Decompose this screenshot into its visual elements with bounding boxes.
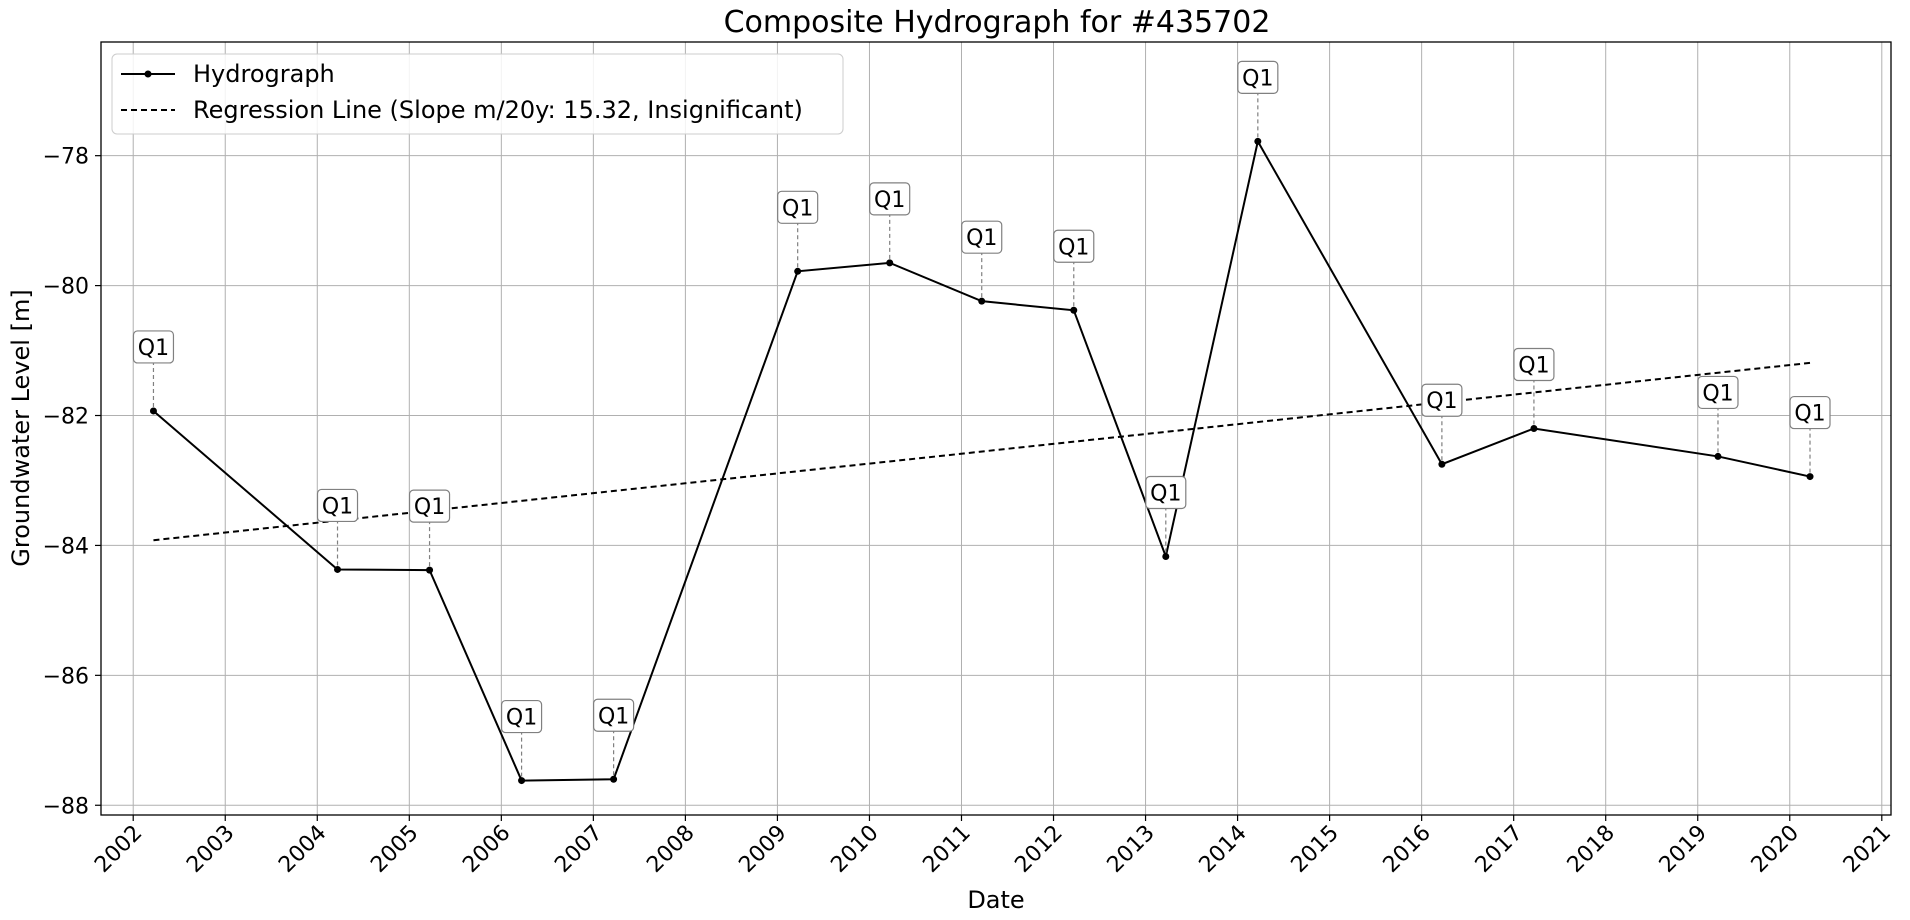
- annotation-box: [1697, 375, 1739, 410]
- annotation-label: Q1: [1426, 389, 1457, 414]
- hydrograph-point: [1254, 137, 1262, 145]
- annotation-box: [869, 182, 911, 216]
- hydrograph-point: [1438, 460, 1446, 468]
- regression-line-layer: [153, 361, 1811, 542]
- y-tick-label: −86: [43, 664, 89, 689]
- x-tick-label: 2002: [90, 821, 147, 878]
- legend-regression-label: Regression Line (Slope m/20y: 15.32, Ins…: [193, 96, 803, 124]
- y-tick-label: −82: [43, 405, 89, 430]
- x-tick-label: 2007: [550, 821, 607, 878]
- y-tick-label: −78: [43, 145, 89, 170]
- annotation-label: Q1: [1150, 481, 1181, 506]
- hydrograph-point: [149, 407, 157, 415]
- annotation-box: [593, 698, 635, 732]
- hydrograph-point: [518, 777, 526, 785]
- annotation-box: [1053, 229, 1095, 263]
- x-tick-label: 2021: [1839, 821, 1896, 878]
- annotation-box: [1513, 347, 1555, 382]
- hydrograph-point: [610, 775, 618, 783]
- grid: [101, 42, 1891, 815]
- x-tick-label: 2005: [366, 821, 423, 878]
- hydrograph-point: [978, 297, 986, 305]
- y-tick-label: −88: [43, 794, 89, 819]
- hydrograph-point: [1806, 473, 1814, 481]
- x-tick-label: 2012: [1010, 821, 1067, 878]
- annotation-label: Q1: [598, 704, 629, 729]
- annotation-box: [777, 190, 819, 224]
- annotation-box: [1421, 383, 1463, 417]
- x-tick-label: 2019: [1655, 821, 1712, 878]
- annotation-box: [132, 330, 175, 364]
- hydrograph-point: [1162, 552, 1170, 560]
- y-axis-ticks: −88 −86 −84 −82 −80 −78: [43, 145, 101, 819]
- y-axis-label: Groundwater Level [m]: [7, 289, 35, 566]
- annotation-label: Q1: [874, 188, 905, 213]
- annotation-layer: Q1 Q1 Q1 Q1 Q1 Q1 Q1 Q1 Q1 Q1 Q1 Q1 Q1 Q1 Q1: [132, 60, 1831, 777]
- hydrograph-point: [1714, 452, 1722, 460]
- annotation-label: Q1: [138, 336, 169, 361]
- chart-title: Composite Hydrograph for #435702: [724, 5, 1271, 40]
- x-tick-label: 2004: [274, 821, 331, 878]
- x-tick-label: 2009: [734, 821, 791, 878]
- annotation-label: Q1: [414, 495, 445, 520]
- hydrograph-point: [886, 259, 894, 267]
- legend-hydrograph-marker: [144, 70, 152, 78]
- x-axis-label: Date: [967, 886, 1024, 914]
- x-tick-label: 2013: [1103, 821, 1160, 878]
- x-tick-label: 2020: [1747, 821, 1804, 878]
- annotation-box: [500, 699, 543, 734]
- annotation-label: Q1: [1058, 235, 1089, 260]
- annotation-box: [1789, 395, 1831, 430]
- annotation-label: Q1: [1794, 402, 1825, 427]
- y-tick-label: −84: [43, 534, 89, 559]
- annotation-label: Q1: [782, 196, 813, 221]
- plot-frame: [100, 41, 1892, 816]
- x-tick-label: 2006: [458, 821, 515, 878]
- x-tick-label: 2018: [1563, 821, 1620, 878]
- annotation-label: Q1: [322, 494, 353, 519]
- x-tick-label: 2010: [826, 821, 883, 878]
- x-tick-label: 2003: [182, 821, 239, 878]
- regression-line: [153, 361, 1811, 542]
- annotation-label: Q1: [506, 706, 537, 731]
- x-tick-label: 2014: [1195, 821, 1252, 878]
- hydrograph-point: [1070, 306, 1078, 314]
- legend-frame: [111, 53, 844, 135]
- annotation-box: [316, 488, 359, 523]
- annotation-box: [961, 220, 1003, 254]
- annotation-box: [1237, 60, 1279, 94]
- annotation-box: [1145, 475, 1187, 510]
- hydrograph-point: [1530, 425, 1538, 432]
- legend-hydrograph-label: Hydrograph: [193, 60, 335, 88]
- annotation-label: Q1: [1242, 66, 1273, 91]
- x-tick-label: 2015: [1287, 821, 1344, 878]
- hydrograph-layer: [149, 137, 1814, 785]
- hydrograph-point: [794, 267, 802, 275]
- annotation-box: [408, 489, 451, 523]
- hydrograph-point: [426, 566, 434, 574]
- y-tick-label: −80: [43, 275, 89, 300]
- x-tick-label: 2017: [1471, 821, 1528, 878]
- x-tick-label: 2011: [918, 821, 975, 878]
- annotation-label: Q1: [1518, 354, 1549, 379]
- x-tick-label: 2016: [1379, 821, 1436, 878]
- x-tick-label: 2008: [642, 821, 699, 878]
- annotation-label: Q1: [1702, 381, 1733, 406]
- x-axis-ticks: 2002 2003 2004 2005 2006 2007 2008 2009 2010 2011…: [90, 815, 1896, 878]
- hydrograph-point: [334, 565, 342, 573]
- annotation-label: Q1: [966, 226, 997, 251]
- legend: Hydrograph Regression Line (Slope m/20y:…: [111, 53, 844, 135]
